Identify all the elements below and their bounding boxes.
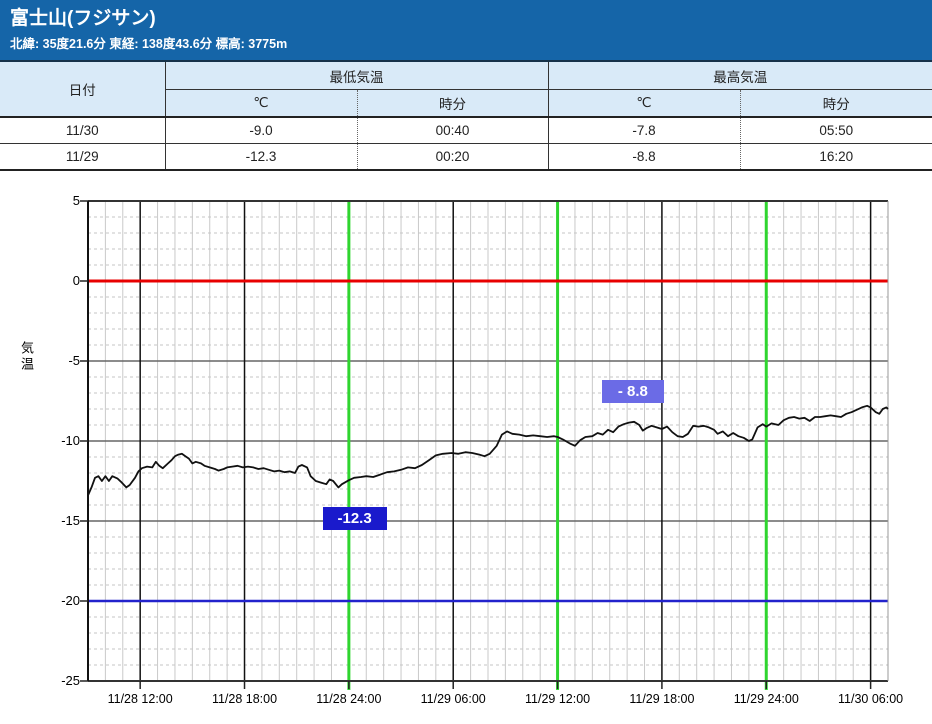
temperature-chart: 気温 5 0 -5 -10 -15 -20 -25 11/28 12:00 11/28 18:0… bbox=[0, 171, 932, 724]
plot-area bbox=[80, 200, 889, 690]
x-tick-label: 11/30 06:00 bbox=[838, 692, 904, 706]
x-tick-label: 11/29 24:00 bbox=[733, 692, 799, 706]
max-time-cell: 16:20 bbox=[740, 143, 932, 170]
y-axis-title: 気温 bbox=[19, 341, 34, 373]
subheader-min-celsius: ℃ bbox=[165, 89, 358, 118]
min-time-cell: 00:20 bbox=[357, 143, 549, 170]
x-tick-label: 11/28 12:00 bbox=[107, 692, 173, 706]
x-tick-label: 11/28 18:00 bbox=[211, 692, 278, 706]
y-tick-label: -5 bbox=[68, 353, 80, 368]
max-temp-cell: -8.8 bbox=[548, 143, 741, 170]
temperature-annotation: -12.3 bbox=[322, 506, 387, 530]
max-temp-cell: -7.8 bbox=[548, 117, 741, 144]
temperature-annotation: - 8.8 bbox=[601, 380, 664, 404]
min-temp-cell: -12.3 bbox=[165, 143, 358, 170]
col-header-date: 日付 bbox=[0, 61, 166, 118]
x-tick-label: 11/28 24:00 bbox=[316, 692, 382, 706]
minmax-temperature-table: 日付 最低気温 最高気温 ℃ 時分 ℃ 時分 11/30 -9.0 00:40 … bbox=[0, 60, 932, 171]
y-tick-label: -15 bbox=[61, 513, 80, 528]
col-header-min: 最低気温 bbox=[165, 61, 549, 90]
station-header: 富士山(フジサン) 北緯: 35度21.6分 東経: 138度43.6分 標高:… bbox=[0, 0, 932, 60]
y-tick-label: 5 bbox=[72, 193, 80, 208]
y-tick-label: -10 bbox=[61, 433, 80, 448]
y-tick-label: 0 bbox=[72, 273, 80, 288]
date-cell: 11/30 bbox=[0, 117, 166, 144]
x-tick-label: 11/29 18:00 bbox=[629, 692, 695, 706]
station-coordinates: 北緯: 35度21.6分 東経: 138度43.6分 標高: 3775m bbox=[10, 36, 288, 51]
subheader-max-time: 時分 bbox=[740, 89, 932, 118]
y-tick-label: -25 bbox=[61, 673, 80, 688]
temperature-line bbox=[87, 404, 889, 496]
col-header-max: 最高気温 bbox=[548, 61, 932, 90]
x-tick-label: 11/29 06:00 bbox=[420, 692, 486, 706]
date-cell: 11/29 bbox=[0, 143, 166, 170]
y-tick-label: -20 bbox=[61, 593, 80, 608]
min-time-cell: 00:40 bbox=[357, 117, 549, 144]
x-tick-label: 11/29 12:00 bbox=[525, 692, 591, 706]
subheader-min-time: 時分 bbox=[357, 89, 549, 118]
page-title: 富士山(フジサン) bbox=[10, 8, 156, 29]
max-time-cell: 05:50 bbox=[740, 117, 932, 144]
min-temp-cell: -9.0 bbox=[165, 117, 358, 144]
subheader-max-celsius: ℃ bbox=[548, 89, 741, 118]
